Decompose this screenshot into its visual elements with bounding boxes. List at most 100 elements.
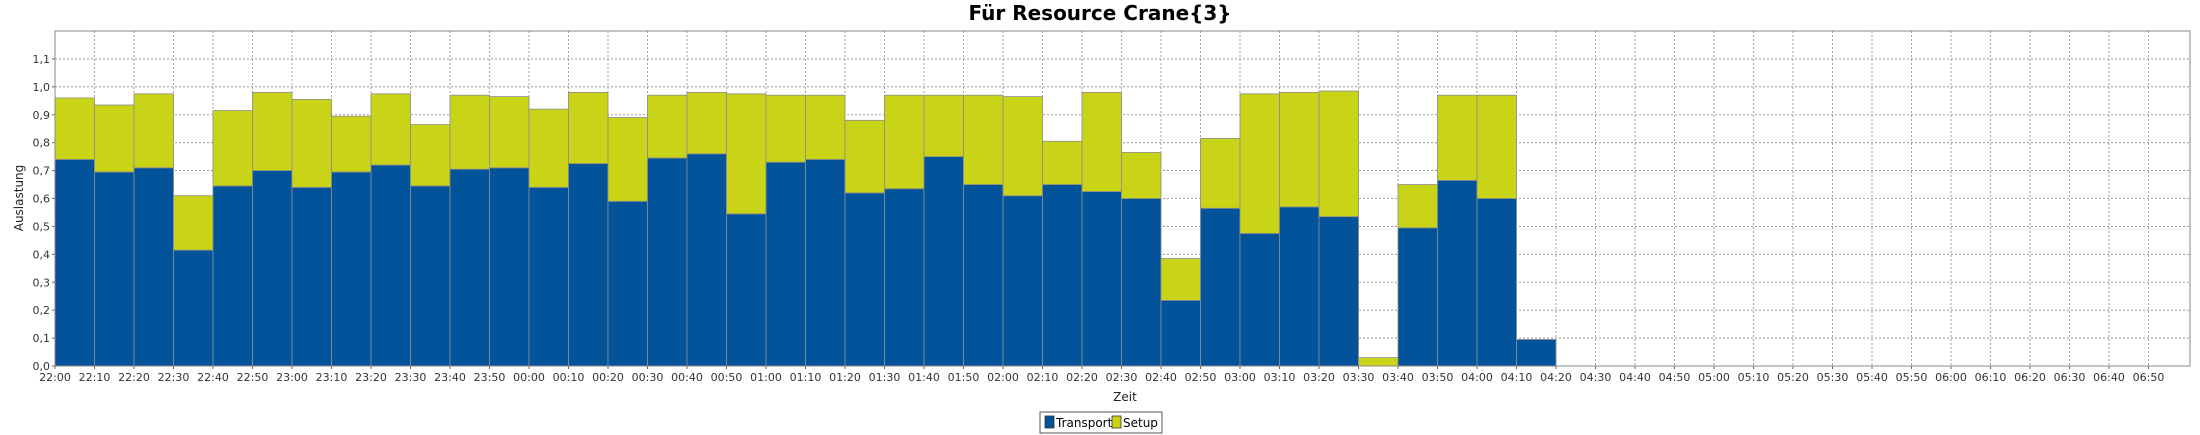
y-tick-label: 0,5	[33, 220, 51, 233]
x-tick-label: 03:30	[1343, 371, 1375, 384]
x-tick-label: 22:00	[39, 371, 71, 384]
bar-transport	[94, 171, 135, 367]
y-tick-label: 0,4	[33, 248, 51, 261]
bar-setup	[607, 117, 648, 202]
bar-transport	[884, 188, 925, 367]
x-tick-label: 05:10	[1738, 371, 1770, 384]
bar-transport	[173, 249, 214, 367]
x-tick-label: 00:10	[553, 371, 585, 384]
bar-transport	[489, 167, 530, 367]
x-tick-label: 05:50	[1896, 371, 1928, 384]
y-tick-label: 0,7	[33, 165, 51, 178]
bar-transport	[1437, 179, 1478, 367]
x-tick-label: 02:10	[1027, 371, 1059, 384]
x-tick-label: 02:00	[987, 371, 1019, 384]
x-tick-label: 04:20	[1540, 371, 1572, 384]
x-tick-label: 00:40	[671, 371, 703, 384]
x-tick-label: 01:40	[908, 371, 940, 384]
bar-transport	[844, 192, 885, 367]
bar-transport	[923, 156, 964, 367]
x-tick-label: 00:30	[632, 371, 664, 384]
bar-transport	[1160, 299, 1201, 367]
bar-setup	[805, 94, 846, 160]
bar-setup	[331, 115, 372, 173]
bar-setup	[1121, 152, 1162, 199]
legend: Transport Setup	[1039, 411, 1163, 434]
legend-frame	[1039, 411, 1163, 434]
bar-setup	[410, 124, 451, 187]
x-tick-label: 00:20	[592, 371, 624, 384]
bar-transport	[528, 186, 569, 367]
chart-title: Für Resource Crane{3}	[968, 1, 1231, 25]
x-tick-label: 03:40	[1382, 371, 1414, 384]
bar-setup	[252, 92, 293, 171]
bar-transport	[1516, 339, 1557, 367]
bar-transport	[1121, 198, 1162, 367]
x-tick-label: 05:20	[1777, 371, 1809, 384]
bar-setup	[1318, 90, 1359, 218]
bar-transport	[1081, 191, 1122, 367]
bar-transport	[252, 170, 293, 367]
x-tick-label: 22:30	[158, 371, 190, 384]
bar-transport	[647, 157, 688, 367]
bar-setup	[686, 92, 727, 155]
legend-setup-label: Setup	[1123, 416, 1158, 430]
bar-transport	[686, 153, 727, 367]
bar-setup	[923, 94, 964, 158]
bar-setup	[291, 98, 332, 188]
y-ticks: 0,0 0,1 0,2 0,3 0,4 0,5 0,6 0,7 0,8 0,9 1,0 1,1	[33, 53, 55, 373]
bar-transport	[1002, 195, 1043, 367]
x-tick-label: 23:40	[434, 371, 466, 384]
bar-setup	[765, 94, 806, 163]
legend-setup-swatch	[1111, 415, 1122, 429]
legend-transport-swatch	[1044, 415, 1055, 429]
bar-setup	[1002, 96, 1043, 197]
bar-setup	[1476, 94, 1517, 199]
bar-setup	[54, 97, 95, 160]
x-tick-label: 04:10	[1501, 371, 1533, 384]
y-tick-label: 0,1	[33, 332, 51, 345]
x-tick-label: 06:50	[2133, 371, 2165, 384]
bar-transport	[1239, 232, 1280, 367]
bar-transport	[449, 168, 490, 367]
bar-setup	[1279, 92, 1320, 208]
x-tick-label: 22:50	[237, 371, 269, 384]
bar-transport	[133, 167, 174, 367]
x-tick-label: 05:00	[1698, 371, 1730, 384]
bar-setup	[1437, 94, 1478, 181]
bar-setup	[647, 94, 688, 159]
x-tick-label: 03:10	[1264, 371, 1296, 384]
bar-transport	[1318, 216, 1359, 367]
bar-setup	[212, 110, 253, 187]
x-tick-label: 04:00	[1461, 371, 1493, 384]
x-axis-label: Zeit	[1113, 390, 1137, 404]
bar-setup	[1358, 357, 1399, 367]
x-tick-label: 06:10	[1975, 371, 2007, 384]
bar-setup	[1042, 140, 1083, 185]
bar-transport	[607, 200, 648, 367]
bar-transport	[212, 185, 253, 367]
x-tick-label: 03:00	[1224, 371, 1256, 384]
bar-setup	[370, 93, 411, 166]
bar-setup	[844, 119, 885, 194]
bar-setup	[1200, 138, 1241, 209]
bar-transport	[1279, 206, 1320, 367]
bar-setup	[726, 93, 767, 215]
x-tick-label: 22:10	[79, 371, 111, 384]
x-tick-label: 02:40	[1145, 371, 1177, 384]
x-tick-label: 02:50	[1185, 371, 1217, 384]
y-tick-label: 1,1	[33, 53, 51, 66]
y-tick-label: 1,0	[33, 81, 51, 94]
legend-transport-label: Transport	[1055, 416, 1113, 430]
x-ticks: 22:00 22:10 22:20 22:30 22:40 22:50 23:00 23:10…	[39, 366, 2164, 384]
bar-setup	[884, 94, 925, 190]
x-tick-label: 01:30	[869, 371, 901, 384]
bar-setup	[133, 93, 174, 169]
x-tick-label: 22:40	[197, 371, 229, 384]
y-tick-label: 0,2	[33, 304, 51, 317]
bar-setup	[489, 96, 530, 169]
x-tick-label: 03:20	[1303, 371, 1335, 384]
x-tick-label: 01:00	[750, 371, 782, 384]
bar-transport	[291, 186, 332, 367]
